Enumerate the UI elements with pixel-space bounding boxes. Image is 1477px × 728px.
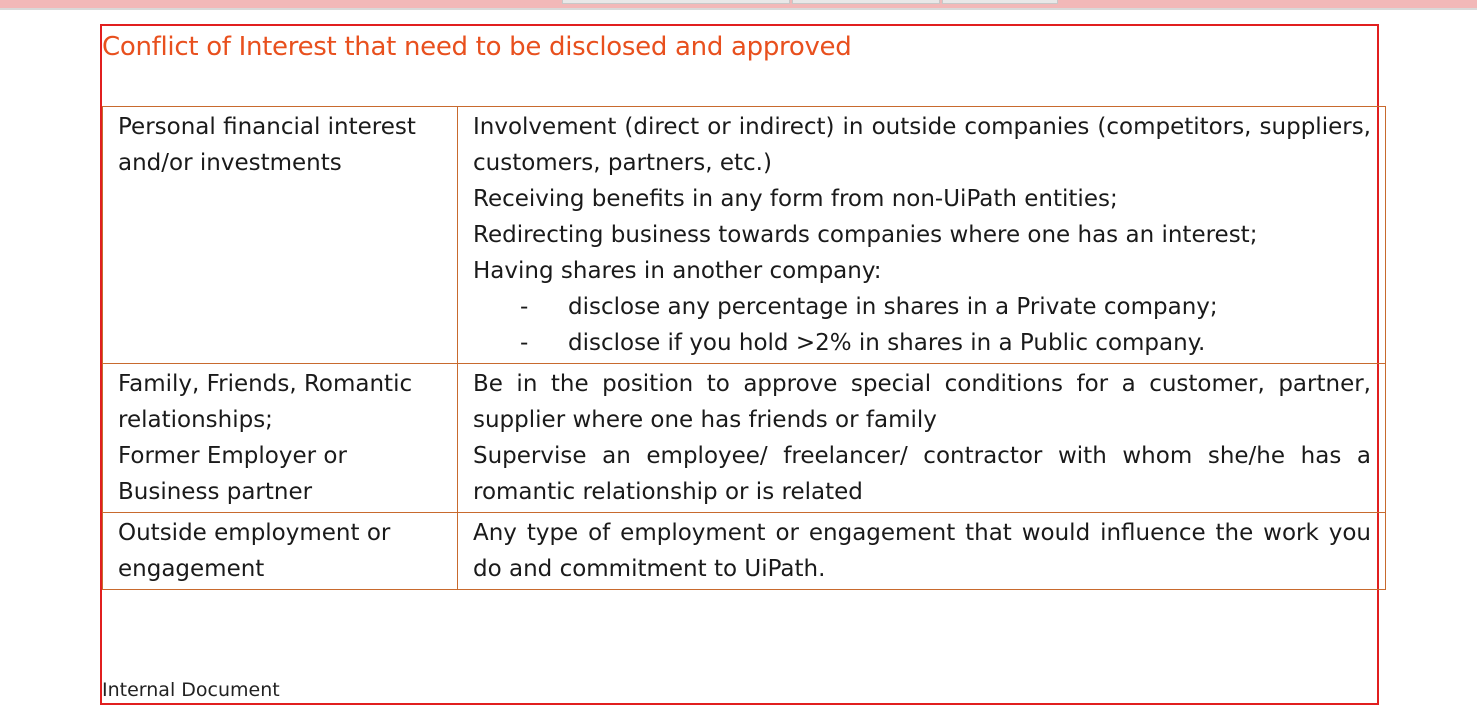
window-top-strip	[0, 0, 1477, 10]
conflict-table: Personal financial interest and/or inves…	[102, 106, 1386, 590]
slide-frame: Conflict of Interest that need to be dis…	[100, 24, 1386, 705]
category-cell: Personal financial interest and/or inves…	[102, 106, 458, 364]
category-line: Personal financial interest	[118, 114, 416, 140]
bullet-item: - disclose any percentage in shares in a…	[473, 289, 1371, 325]
category-line: Family, Friends, Romantic	[118, 371, 413, 397]
bullet-text: disclose any percentage in shares in a P…	[568, 294, 1218, 320]
category-cell: Outside employment or engagement	[102, 512, 458, 590]
footer-label: Internal Document	[102, 679, 280, 701]
bullet-item: - disclose if you hold >2% in shares in …	[473, 325, 1371, 361]
description-line: Involvement (direct or indirect) in outs…	[473, 114, 1371, 176]
bullet-text: disclose if you hold >2% in shares in a …	[568, 330, 1206, 356]
category-cell: Family, Friends, Romantic relationships;…	[102, 363, 458, 513]
bullet-marker: -	[520, 294, 529, 320]
slide-title: Conflict of Interest that need to be dis…	[102, 32, 852, 62]
description-line: Having shares in another company:	[473, 258, 882, 284]
table-row: Personal financial interest and/or inves…	[102, 106, 1386, 364]
description-cell: Be in the position to approve special co…	[457, 363, 1386, 513]
category-line: and/or investments	[118, 150, 342, 176]
bullet-marker: -	[520, 330, 529, 356]
description-line: Receiving benefits in any form from non-…	[473, 186, 1118, 212]
description-cell: Any type of employment or engagement tha…	[457, 512, 1386, 590]
toolbar-tab-1[interactable]	[562, 0, 790, 4]
category-line: Outside employment or	[118, 520, 391, 546]
category-line: Business partner	[118, 479, 313, 505]
toolbar-tab-3[interactable]	[942, 0, 1058, 4]
table-row: Outside employment or engagement Any typ…	[102, 512, 1386, 590]
category-line: Former Employer or	[118, 443, 347, 469]
description-line: Supervise an employee/ freelancer/ contr…	[473, 443, 1371, 505]
description-line: Redirecting business towards companies w…	[473, 222, 1258, 248]
table-row: Family, Friends, Romantic relationships;…	[102, 363, 1386, 513]
toolbar-tab-2[interactable]	[792, 0, 940, 4]
description-line: Be in the position to approve special co…	[473, 371, 1371, 433]
description-cell: Involvement (direct or indirect) in outs…	[457, 106, 1386, 364]
category-line: relationships;	[118, 407, 273, 433]
description-line: Any type of employment or engagement tha…	[473, 520, 1371, 582]
category-line: engagement	[118, 556, 265, 582]
